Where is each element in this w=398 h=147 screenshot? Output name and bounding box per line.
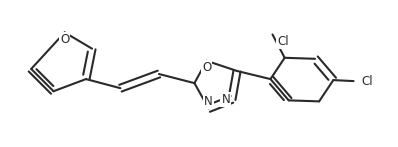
Text: Cl: Cl bbox=[277, 35, 289, 48]
Text: N: N bbox=[204, 95, 213, 108]
Text: Cl: Cl bbox=[362, 75, 373, 88]
Text: O: O bbox=[60, 33, 69, 46]
Text: O: O bbox=[202, 61, 211, 74]
Text: N: N bbox=[222, 93, 230, 106]
